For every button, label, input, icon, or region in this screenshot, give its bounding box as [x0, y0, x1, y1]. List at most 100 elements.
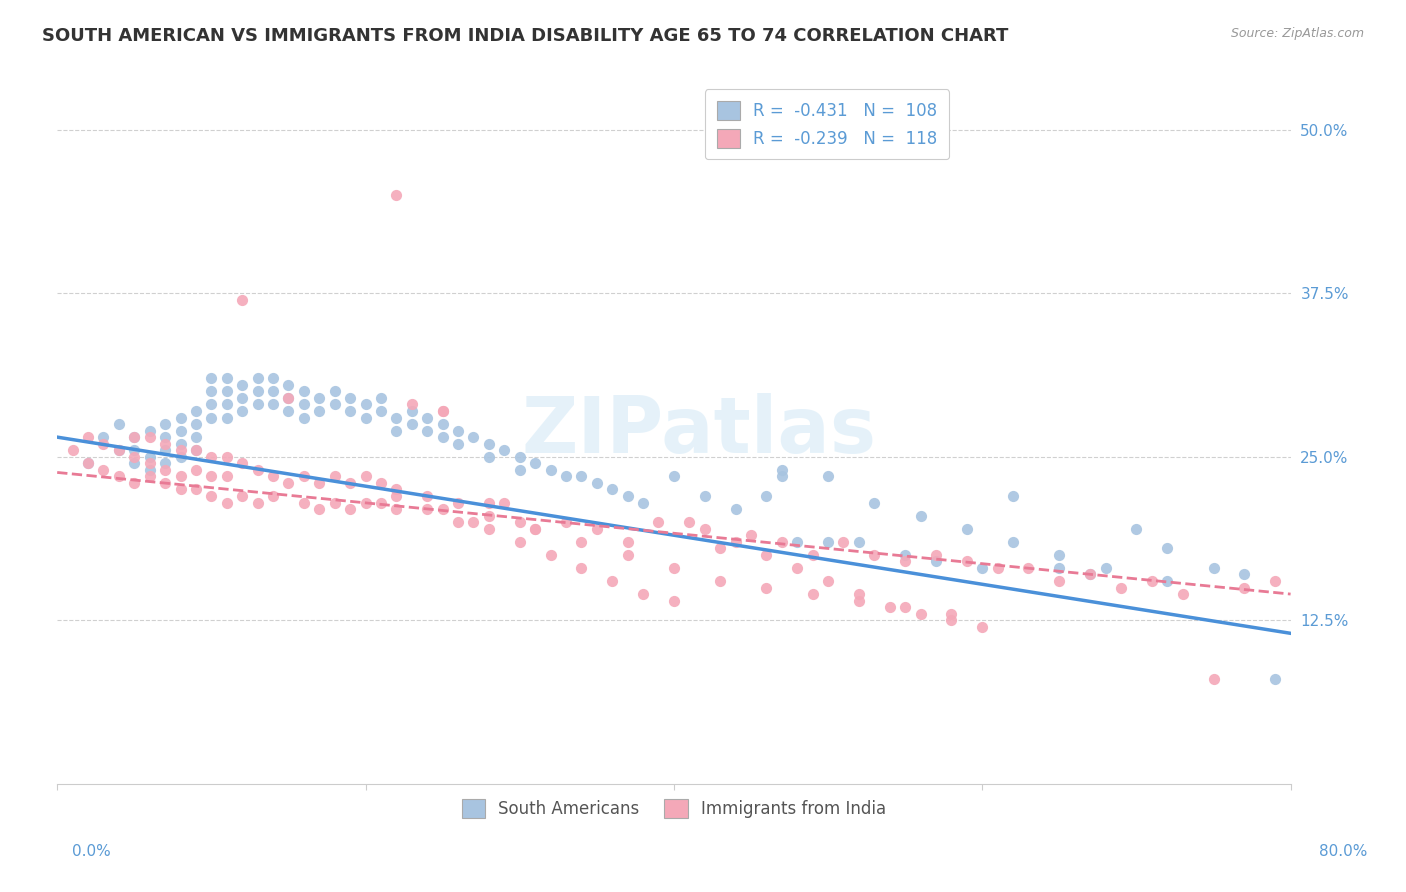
Point: [385, 483, 408, 497]
Point: [1018, 561, 1040, 575]
Point: [169, 443, 191, 458]
Point: [108, 469, 131, 483]
Point: [246, 495, 269, 509]
Point: [215, 384, 238, 399]
Point: [169, 436, 191, 450]
Point: [631, 495, 654, 509]
Point: [354, 495, 377, 509]
Point: [122, 450, 145, 464]
Point: [693, 522, 716, 536]
Point: [571, 534, 593, 549]
Point: [755, 489, 778, 503]
Point: [231, 456, 253, 470]
Point: [662, 561, 685, 575]
Point: [894, 548, 917, 562]
Point: [200, 397, 222, 411]
Point: [879, 600, 901, 615]
Point: [941, 607, 963, 621]
Point: [246, 397, 269, 411]
Point: [292, 469, 315, 483]
Point: [524, 522, 547, 536]
Point: [817, 534, 839, 549]
Point: [478, 495, 501, 509]
Point: [292, 397, 315, 411]
Point: [447, 436, 470, 450]
Point: [200, 371, 222, 385]
Text: 0.0%: 0.0%: [72, 845, 111, 859]
Point: [277, 391, 299, 405]
Point: [246, 371, 269, 385]
Point: [925, 548, 948, 562]
Point: [138, 450, 160, 464]
Point: [524, 456, 547, 470]
Point: [447, 424, 470, 438]
Point: [1002, 489, 1025, 503]
Point: [354, 397, 377, 411]
Point: [138, 463, 160, 477]
Point: [1171, 587, 1194, 601]
Point: [693, 489, 716, 503]
Point: [138, 469, 160, 483]
Point: [941, 613, 963, 627]
Point: [370, 475, 392, 490]
Point: [231, 391, 253, 405]
Point: [848, 593, 870, 607]
Point: [571, 469, 593, 483]
Point: [432, 404, 454, 418]
Point: [647, 515, 669, 529]
Text: Source: ZipAtlas.com: Source: ZipAtlas.com: [1230, 27, 1364, 40]
Point: [401, 397, 423, 411]
Point: [447, 495, 470, 509]
Point: [616, 548, 638, 562]
Legend: South Americans, Immigrants from India: South Americans, Immigrants from India: [456, 792, 893, 825]
Point: [848, 587, 870, 601]
Point: [1156, 574, 1178, 588]
Point: [93, 463, 115, 477]
Point: [724, 502, 747, 516]
Point: [292, 410, 315, 425]
Point: [894, 554, 917, 568]
Point: [385, 424, 408, 438]
Point: [478, 450, 501, 464]
Point: [385, 489, 408, 503]
Text: ZIPatlas: ZIPatlas: [522, 392, 876, 468]
Point: [354, 410, 377, 425]
Point: [786, 534, 808, 549]
Point: [385, 188, 408, 202]
Point: [200, 450, 222, 464]
Point: [1202, 561, 1225, 575]
Point: [277, 377, 299, 392]
Point: [509, 515, 531, 529]
Point: [122, 475, 145, 490]
Point: [600, 483, 623, 497]
Point: [308, 502, 330, 516]
Point: [910, 607, 932, 621]
Point: [246, 384, 269, 399]
Point: [678, 515, 700, 529]
Point: [432, 430, 454, 444]
Point: [77, 456, 100, 470]
Point: [509, 463, 531, 477]
Point: [184, 417, 207, 431]
Point: [509, 534, 531, 549]
Point: [1047, 574, 1070, 588]
Point: [1140, 574, 1163, 588]
Point: [416, 502, 439, 516]
Point: [894, 600, 917, 615]
Point: [122, 456, 145, 470]
Point: [246, 463, 269, 477]
Point: [1047, 548, 1070, 562]
Point: [600, 574, 623, 588]
Point: [401, 417, 423, 431]
Point: [848, 534, 870, 549]
Point: [153, 463, 176, 477]
Point: [184, 443, 207, 458]
Point: [231, 404, 253, 418]
Point: [262, 469, 284, 483]
Point: [478, 436, 501, 450]
Point: [463, 430, 485, 444]
Point: [184, 404, 207, 418]
Point: [215, 495, 238, 509]
Point: [540, 463, 562, 477]
Point: [616, 489, 638, 503]
